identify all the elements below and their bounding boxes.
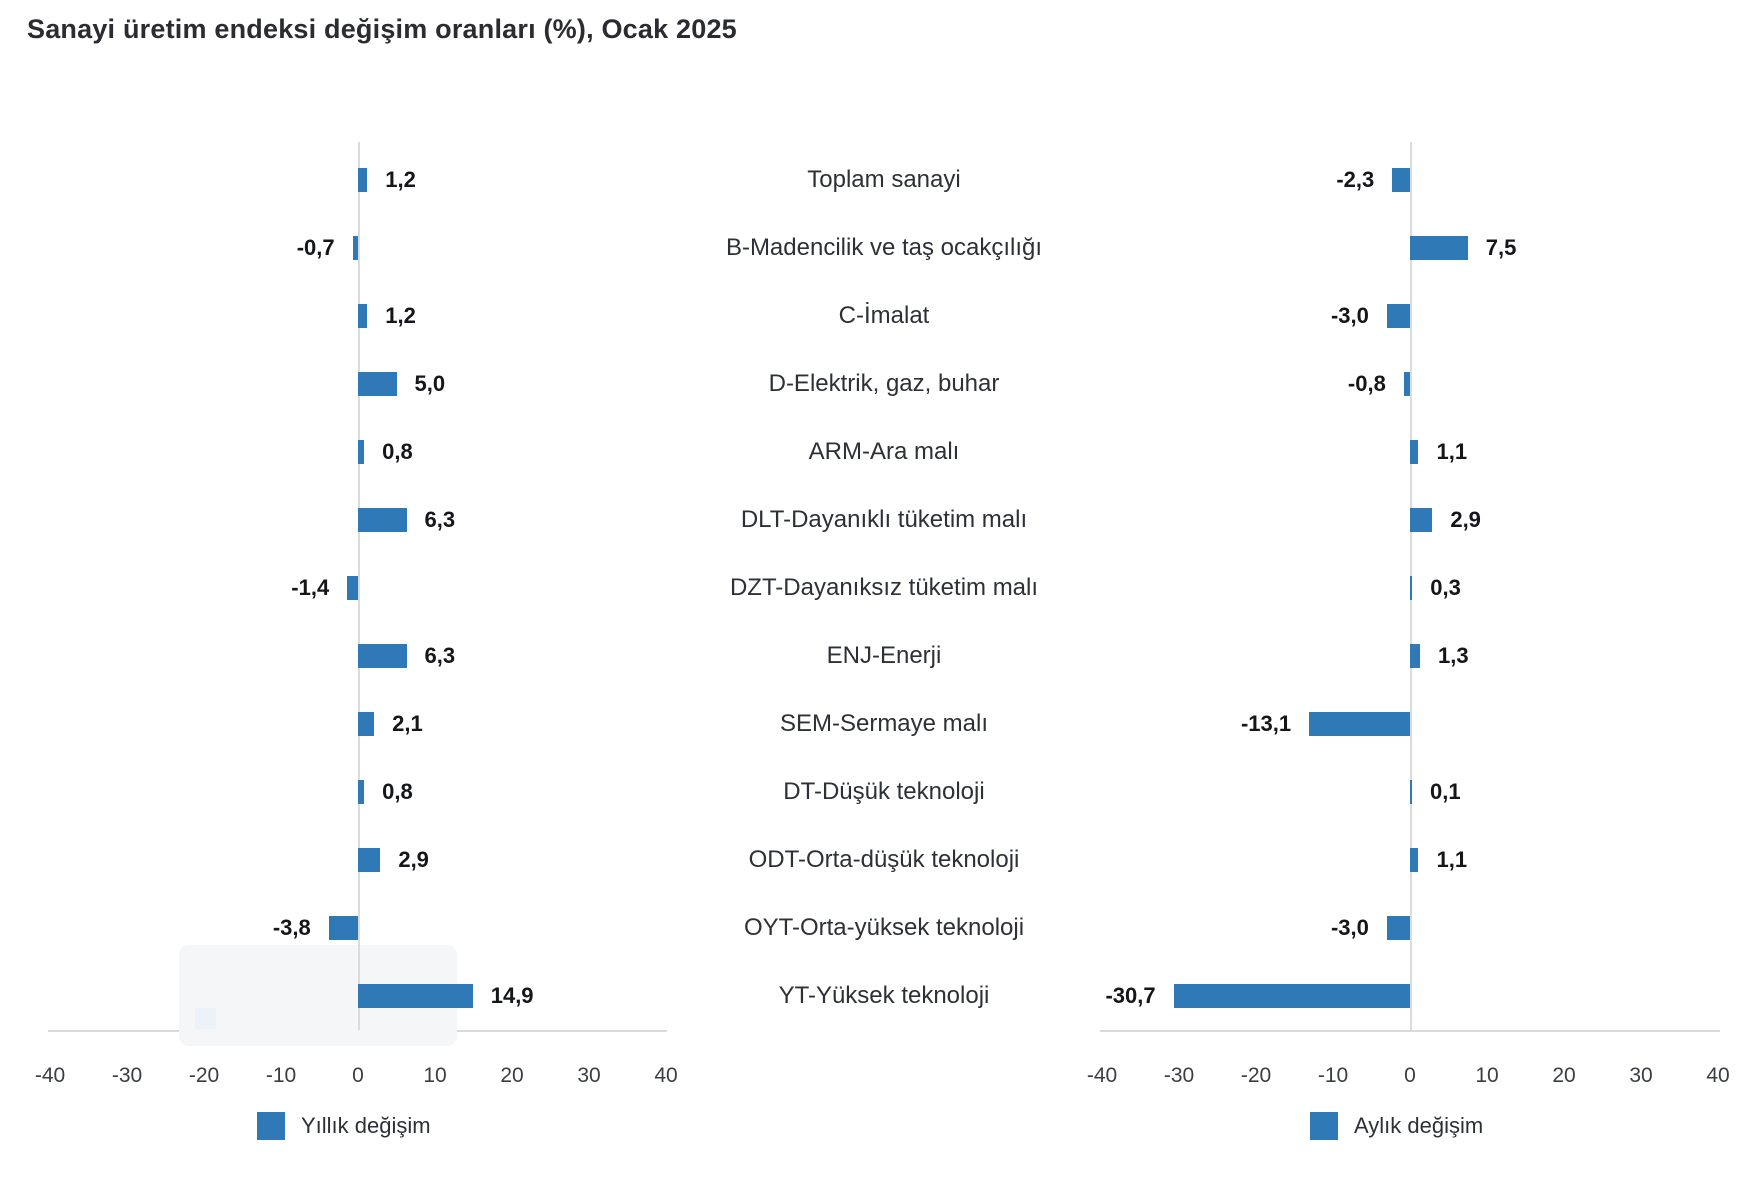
bar-yearly[interactable]	[352, 235, 358, 260]
legend-monthly-label: Aylık değişim	[1354, 1113, 1484, 1138]
bar-monthly[interactable]	[1309, 711, 1410, 736]
bar-yearly[interactable]	[358, 643, 407, 668]
bar-yearly[interactable]	[358, 167, 368, 192]
right-chart-baseline	[1100, 1030, 1720, 1032]
category-label: SEM-Sermaye malı	[779, 709, 989, 737]
x-tick-label: 10	[423, 1064, 447, 1087]
bar-yearly[interactable]	[328, 915, 358, 940]
x-tick-label: -30	[1163, 1064, 1195, 1087]
value-label: 1,3	[1438, 642, 1469, 668]
category-label: Toplam sanayi	[807, 165, 961, 193]
x-tick-label: 10	[1475, 1064, 1499, 1087]
bar-monthly[interactable]	[1410, 779, 1412, 804]
bar-yearly[interactable]	[347, 575, 358, 600]
value-label: -30,7	[1105, 982, 1156, 1008]
bar-monthly[interactable]	[1173, 983, 1410, 1008]
value-label: 1,2	[385, 166, 416, 192]
category-label: YT-Yüksek teknoloji	[778, 981, 990, 1009]
bar-monthly[interactable]	[1403, 371, 1410, 396]
value-label: 2,9	[398, 846, 429, 872]
x-tick-label: -20	[1240, 1064, 1272, 1087]
x-tick-label: 0	[352, 1064, 364, 1087]
value-label: -3,8	[272, 914, 311, 940]
category-label: OYT-Orta-yüksek teknoloji	[743, 913, 1025, 941]
category-label: ODT-Orta-düşük teknoloji	[748, 845, 1020, 873]
x-tick-label: 20	[1552, 1064, 1576, 1087]
bar-yearly[interactable]	[358, 371, 397, 396]
value-label: 6,3	[424, 642, 456, 668]
bar-monthly[interactable]	[1410, 235, 1468, 260]
bar-monthly[interactable]	[1386, 915, 1410, 940]
bar-yearly[interactable]	[358, 439, 365, 464]
bar-yearly[interactable]	[358, 779, 365, 804]
x-tick-label: 20	[500, 1064, 524, 1087]
value-label: 0,3	[1430, 574, 1461, 600]
x-tick-label: 30	[577, 1064, 601, 1087]
bar-monthly[interactable]	[1386, 303, 1410, 328]
value-label: 0,1	[1430, 778, 1461, 804]
value-label: 7,5	[1485, 234, 1517, 260]
category-label: DT-Düşük teknoloji	[783, 777, 985, 805]
value-label: 0,8	[382, 438, 413, 464]
bar-monthly[interactable]	[1410, 439, 1419, 464]
x-tick-label: -40	[1086, 1064, 1118, 1087]
x-tick-label: 0	[1404, 1064, 1416, 1087]
x-tick-label: -30	[111, 1064, 143, 1087]
value-label: -3,0	[1330, 302, 1369, 328]
x-tick-label: -40	[34, 1064, 66, 1087]
x-tick-label: 40	[1706, 1064, 1730, 1087]
value-label: -0,8	[1347, 370, 1386, 396]
value-label: 1,1	[1436, 846, 1468, 872]
bar-monthly[interactable]	[1392, 167, 1410, 192]
chart-title: Sanayi üretim endeksi değişim oranları (…	[27, 14, 737, 44]
value-label: 2,1	[392, 710, 423, 736]
highlight-overlay-swatch	[195, 1008, 216, 1029]
x-tick-label: -10	[1317, 1064, 1349, 1087]
value-label: 1,1	[1436, 438, 1468, 464]
bar-yearly[interactable]	[358, 847, 381, 872]
x-tick-label: 30	[1629, 1064, 1653, 1087]
bar-monthly[interactable]	[1410, 575, 1413, 600]
category-label: D-Elektrik, gaz, buhar	[768, 369, 1000, 397]
value-label: -2,3	[1336, 166, 1375, 192]
value-label: 5,0	[414, 370, 446, 396]
value-label: -1,4	[291, 574, 330, 600]
value-label: 6,3	[424, 506, 456, 532]
value-label: 1,2	[385, 302, 416, 328]
x-tick-label: -20	[188, 1064, 220, 1087]
bar-yearly[interactable]	[358, 507, 407, 532]
category-label: ENJ-Enerji	[826, 641, 942, 669]
bar-monthly[interactable]	[1410, 507, 1433, 532]
legend-yearly-label: Yıllık değişim	[301, 1113, 431, 1138]
category-label: C-İmalat	[838, 301, 930, 329]
value-label: -0,7	[296, 234, 335, 260]
x-tick-label: 40	[654, 1064, 678, 1087]
category-label: DLT-Dayanıklı tüketim malı	[740, 505, 1028, 533]
bar-yearly[interactable]	[358, 983, 473, 1008]
x-tick-label: -10	[265, 1064, 297, 1087]
category-label: DZT-Dayanıksız tüketim malı	[729, 573, 1039, 601]
bar-monthly[interactable]	[1410, 643, 1420, 668]
left-chart-zero-axis	[358, 142, 360, 1030]
legend-yearly-swatch-icon	[257, 1112, 285, 1140]
value-label: 14,9	[490, 982, 534, 1008]
value-label: 2,9	[1450, 506, 1481, 532]
value-label: -3,0	[1330, 914, 1369, 940]
bar-monthly[interactable]	[1410, 847, 1419, 872]
category-label: B-Madencilik ve taş ocakçılığı	[725, 233, 1043, 261]
legend-monthly-swatch-icon	[1310, 1112, 1338, 1140]
category-label: ARM-Ara malı	[808, 437, 960, 465]
bar-yearly[interactable]	[358, 303, 368, 328]
value-label: 0,8	[382, 778, 413, 804]
value-label: -13,1	[1240, 710, 1292, 736]
bar-yearly[interactable]	[358, 711, 375, 736]
